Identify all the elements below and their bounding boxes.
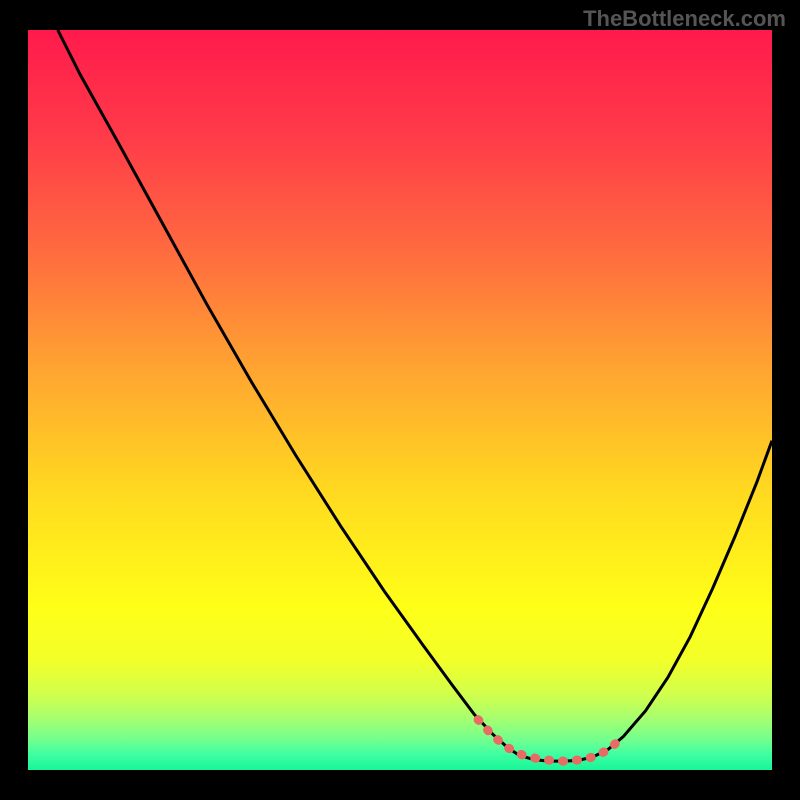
gradient-background xyxy=(28,30,772,770)
watermark-text: TheBottleneck.com xyxy=(583,6,786,32)
plot-area xyxy=(28,30,772,770)
chart-canvas: TheBottleneck.com xyxy=(0,0,800,800)
plot-svg xyxy=(28,30,772,770)
